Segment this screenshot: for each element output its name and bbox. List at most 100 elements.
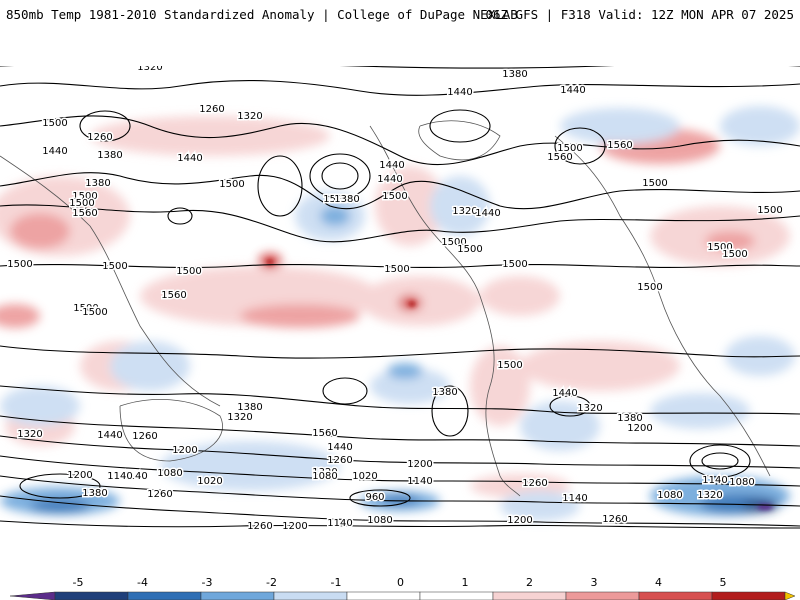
contour-label: 1500 (102, 261, 127, 272)
contour-label: 1380 (85, 178, 110, 189)
coastline-americas (369, 125, 521, 497)
warm-anomaly (0, 304, 40, 328)
contour-label: 1560 (312, 428, 337, 439)
cold-anomaly (560, 108, 680, 144)
colorbar-segment (54, 591, 129, 600)
warm-anomaly (90, 116, 330, 156)
contour-label: 1500 (707, 242, 732, 253)
contour-label: 1380 (334, 194, 359, 205)
colorbar-segment (127, 591, 202, 600)
contour-label: 1260 (602, 514, 627, 525)
coastline-australia (119, 399, 223, 462)
colorbar-tick-label: 3 (591, 576, 598, 589)
contour-label: 1380 (237, 402, 262, 413)
contour-label: 1440 (377, 174, 402, 185)
height-contours (0, 66, 800, 529)
contour-closed (549, 395, 591, 417)
colorbar-max-arrow (784, 591, 796, 600)
contour-label: 1200 (282, 521, 307, 532)
contour-closed (19, 473, 101, 499)
contour-label: 1440 (42, 146, 67, 157)
contour-label: 1320 (577, 403, 602, 414)
contour-label: 1440 (560, 85, 585, 96)
contour-label: 1500 (757, 205, 782, 216)
contour-labels: 1320138014401260132012601440138015001500… (6, 66, 784, 534)
contour-label: 1260 (199, 104, 224, 115)
contour-line (0, 455, 800, 487)
contour-label: 1440 (552, 388, 577, 399)
anomaly-map: 1320138014401260132012601440138015001500… (0, 66, 800, 556)
contour-label: 1380 (82, 488, 107, 499)
colorbar-tick-label: 0 (397, 576, 404, 589)
warm-anomaly (240, 304, 360, 328)
coastlines (0, 120, 771, 497)
contour-line (0, 435, 800, 469)
colorbar-segment (638, 591, 713, 600)
contour-label: 1260 (522, 478, 547, 489)
contour-line (0, 172, 800, 210)
contour-label: 1260 (147, 489, 172, 500)
contour-closed (429, 109, 491, 143)
contour-label: 1200 (407, 459, 432, 470)
contour-label: 1500 (642, 178, 667, 189)
contour-label: 1020 (197, 476, 222, 487)
contour-label: 1080 (157, 468, 182, 479)
warm-anomaly (266, 259, 274, 265)
contour-label: 1320 (227, 412, 252, 423)
colorbar-tick-label: 2 (526, 576, 533, 589)
contour-label: 1320 (137, 66, 162, 73)
contour-label: 1020 (352, 471, 377, 482)
contour-label: 1260 (132, 431, 157, 442)
contour-line (0, 520, 800, 529)
contour-line (0, 204, 800, 243)
contour-label: 1380 (432, 387, 457, 398)
contour-label: 1320 (312, 467, 337, 478)
cold-anomaly (160, 441, 340, 491)
cold-anomaly (30, 499, 90, 513)
contour-label: 1500 (722, 249, 747, 260)
contour-label: 1140 (327, 518, 352, 529)
warm-anomaly (408, 301, 416, 307)
contour-line (0, 385, 800, 415)
contour-label: 1500 (384, 264, 409, 275)
contour-label: 1380 (502, 69, 527, 80)
cold-anomaly (720, 106, 800, 146)
contour-line (0, 80, 800, 96)
colorbar-segments (9, 591, 796, 600)
colorbar-tick-label: -3 (202, 576, 213, 589)
colorbar-segment (273, 591, 348, 600)
contour-label: 1320 (697, 490, 722, 501)
contour-label: 1260 (87, 132, 112, 143)
contour-line (0, 66, 800, 69)
colorbar-tick-label: 4 (655, 576, 662, 589)
cold-anomaly (520, 401, 600, 451)
contour-label: 1440 (447, 87, 472, 98)
warm-anomaly (520, 341, 680, 391)
contour-line (0, 115, 800, 166)
contour-closed (322, 377, 368, 405)
contour-label: 1200 (67, 470, 92, 481)
contour-label: 1500 (82, 307, 107, 318)
cold-anomaly (370, 368, 450, 404)
contour-label: 1560 (547, 152, 572, 163)
contour-label: 1560 (161, 290, 186, 301)
cold-anomaly (725, 336, 795, 376)
contour-label: 1200 (172, 445, 197, 456)
colorbar-ticks: -5 -4 -3 -2 -1 0 1 2 3 4 5 (73, 576, 727, 589)
colorbar: -5 -4 -3 -2 -1 0 1 2 3 4 5 (9, 576, 796, 600)
colorbar-tick-label: 5 (720, 576, 727, 589)
strong-anomaly-spots (266, 259, 773, 510)
contour-label: 1380 (617, 413, 642, 424)
contour-label: 1320 (237, 111, 262, 122)
contour-label: 1320 (452, 206, 477, 217)
contour-label: 1440 (177, 153, 202, 164)
colorbar-tick-label: -2 (266, 576, 277, 589)
contour-label: 1500 (557, 143, 582, 154)
contour-line (0, 415, 800, 447)
contour-label: 1140 (702, 475, 727, 486)
contour-label: 1080 (367, 515, 392, 526)
cold-anomaly (387, 363, 423, 379)
contour-label: 1140 (562, 493, 587, 504)
warm-anomaly (470, 346, 530, 426)
coastline-africa-europe (554, 135, 771, 477)
